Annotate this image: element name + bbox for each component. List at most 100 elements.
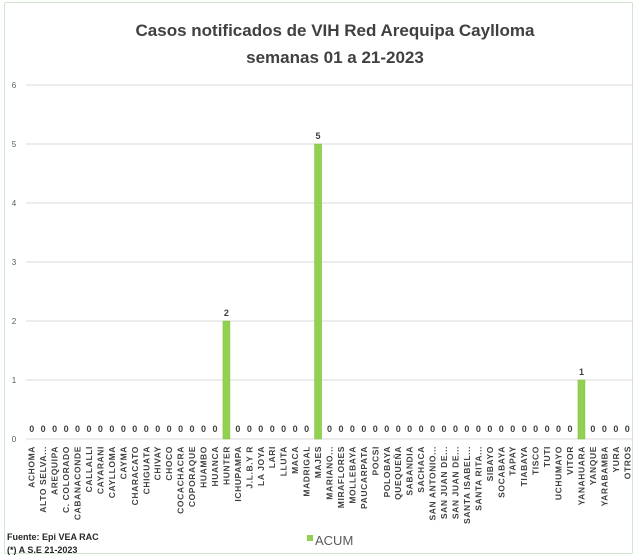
category-label: VITOR: [565, 446, 575, 475]
source-note: Fuente: Epi VEA RAC: [7, 532, 99, 542]
data-label: 0: [304, 424, 309, 434]
data-label: 1: [579, 367, 584, 377]
data-label: 0: [522, 424, 527, 434]
category-label: OTROS: [622, 446, 632, 479]
data-label: 0: [407, 424, 412, 434]
data-label: 0: [590, 424, 595, 434]
data-label: 0: [75, 424, 80, 434]
bar: [314, 143, 322, 440]
data-label: 0: [533, 424, 538, 434]
data-label: 0: [281, 424, 286, 434]
data-label: 0: [293, 424, 298, 434]
category-label: ACHOMA: [27, 446, 37, 488]
category-label: SACHACA: [416, 446, 426, 493]
data-label: 0: [98, 424, 103, 434]
data-label: 0: [396, 424, 401, 434]
data-label: 0: [453, 424, 458, 434]
data-label: 0: [510, 424, 515, 434]
chart-subtitle: semanas 01 a 21-2023: [246, 48, 424, 67]
data-label: 0: [442, 424, 447, 434]
y-tick-label: 3: [12, 258, 17, 267]
category-label: YANAHUARA: [576, 446, 586, 505]
y-tick-label: 5: [12, 140, 17, 149]
data-label: 0: [350, 424, 355, 434]
data-label: 0: [625, 424, 630, 434]
y-tick-label: 2: [12, 317, 17, 326]
category-label: CHIVAY: [153, 446, 163, 480]
category-label: SANTA RITA...: [473, 446, 483, 511]
category-label: YANQUE: [588, 446, 598, 485]
category-label: MADRIGAL: [302, 446, 312, 497]
data-label: 0: [430, 424, 435, 434]
data-labels: 0 0 0 0 0 0 0 0 0 0 0 0 0 0 0 0 020 0 0 0 0 0 050 0 0 0 0 0 0 0 0 0 0 0 0 0…: [29, 131, 630, 434]
category-label: CALLALLI: [84, 446, 94, 492]
data-label: 2: [224, 308, 229, 318]
legend-swatch: [307, 535, 313, 541]
data-label: 0: [270, 424, 275, 434]
bar: [577, 379, 586, 440]
data-label: 0: [41, 424, 46, 434]
category-label: CABANACONDE: [73, 446, 83, 520]
category-label: TIABAYA: [519, 446, 529, 486]
data-label: 0: [545, 424, 550, 434]
legend: ACUM: [307, 533, 353, 548]
data-label: 0: [373, 424, 378, 434]
bar: [222, 320, 231, 440]
data-label: 0: [132, 424, 137, 434]
gridlines: [26, 84, 633, 440]
data-label: 0: [476, 424, 481, 434]
data-label: 0: [64, 424, 69, 434]
data-label: 0: [190, 424, 195, 434]
data-label: 0: [201, 424, 206, 434]
data-label: 0: [178, 424, 183, 434]
data-label: 0: [235, 424, 240, 434]
data-label: 0: [212, 424, 217, 434]
data-label: 0: [29, 424, 34, 434]
category-label: LLUTA: [279, 446, 289, 476]
category-label: SAN JUAN DE...: [450, 446, 460, 519]
category-label: SIBAYO: [485, 446, 495, 481]
category-label: TISCO: [531, 446, 541, 475]
category-label: CAYMA: [118, 446, 128, 479]
category-label: SAN ANTONIO...: [428, 446, 438, 521]
category-label: MARIANO...: [325, 446, 335, 500]
category-label: SANTA ISABEL...: [462, 446, 472, 524]
category-label: MAJES: [313, 446, 323, 478]
category-label: HUNTER: [221, 446, 231, 485]
category-label: TUTI: [542, 446, 552, 467]
category-label: CHARACATO: [130, 446, 140, 505]
y-tick-label: 4: [12, 199, 17, 208]
chart-frame: [4, 2, 633, 554]
category-label: YURA: [611, 446, 621, 473]
data-label: 0: [338, 424, 343, 434]
data-label: 0: [155, 424, 160, 434]
category-label: J.L.B.Y R: [244, 446, 254, 489]
footnote: (*) A S.E 21-2023: [7, 545, 77, 555]
legend-label: ACUM: [315, 533, 353, 548]
data-label: 0: [384, 424, 389, 434]
category-label: TAPAY: [508, 446, 518, 476]
category-label: LA JOYA: [256, 446, 266, 486]
data-label: 0: [258, 424, 263, 434]
data-label: 0: [247, 424, 252, 434]
category-label: CAYARANI: [95, 446, 105, 494]
category-label: PAUCARPATA: [359, 446, 369, 509]
data-label: 0: [499, 424, 504, 434]
category-label: ALTO SELVA...: [38, 446, 48, 513]
data-label: 0: [109, 424, 114, 434]
data-label: 0: [144, 424, 149, 434]
data-label: 0: [121, 424, 126, 434]
y-tick-label: 1: [12, 376, 17, 385]
category-label: SAN JUAN DE...: [439, 446, 449, 519]
y-axis: 0 1 2 3 4 5 6: [12, 81, 17, 444]
category-label: HUAMBO: [199, 446, 209, 488]
category-label: MACA: [290, 446, 300, 474]
data-label: 0: [327, 424, 332, 434]
data-label: 0: [613, 424, 618, 434]
category-label: QUEQUEÑA: [393, 446, 403, 500]
category-label: SOCABAYA: [496, 446, 506, 498]
bars: [222, 143, 586, 440]
category-label: MOLLEBAYA: [347, 446, 357, 504]
category-label: ICHUPAMPA: [233, 446, 243, 502]
